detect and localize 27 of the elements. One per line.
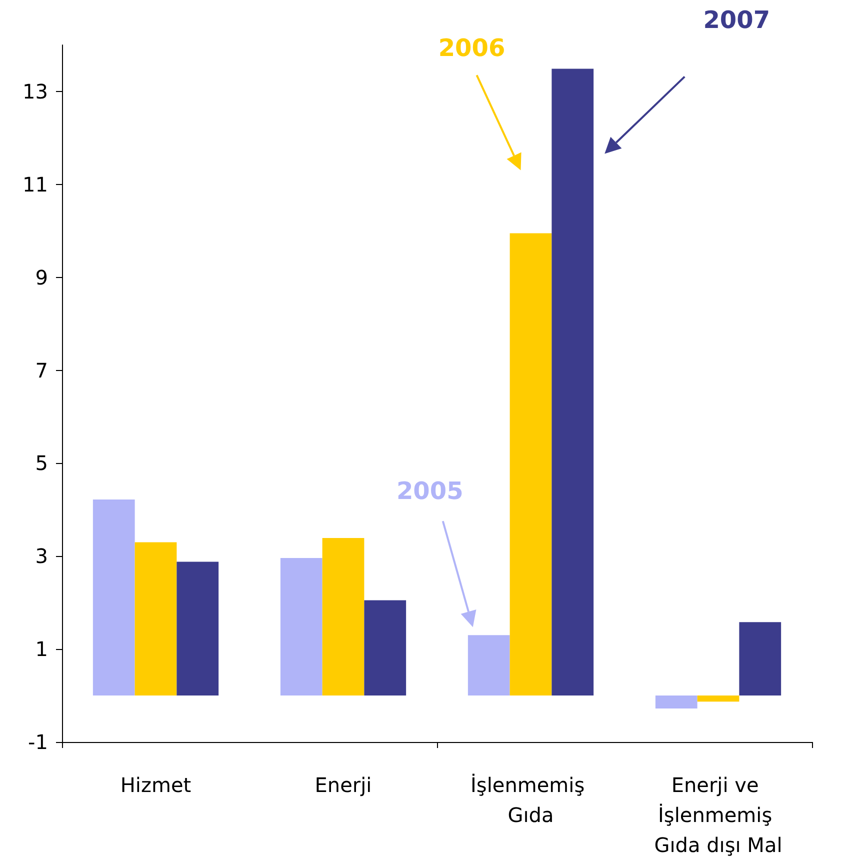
bar (364, 600, 406, 696)
x-tick-label: Hizmet (120, 773, 192, 797)
x-tick-label: Enerji (314, 773, 372, 797)
bar (280, 558, 322, 696)
x-tick-label: Enerji ve İşlenmemiş Gıda dışı Mal (654, 773, 782, 857)
y-tick-label: 5 (35, 451, 48, 476)
y-tick-label: 7 (35, 358, 48, 382)
text: 2005 (396, 477, 464, 506)
text: 2006 (438, 34, 506, 62)
y-tick-label: 3 (35, 544, 48, 568)
y-tick-label: 11 (22, 172, 48, 196)
bar (468, 635, 510, 696)
bar (92, 499, 135, 696)
x-tick-label: İşlenmemiş Gıda (470, 773, 591, 827)
y-tick-label: 13 (22, 79, 48, 104)
bar (552, 68, 594, 696)
bar (697, 696, 740, 702)
bar (176, 562, 219, 696)
bar (134, 542, 177, 696)
y-tick-label: 1 (35, 637, 48, 662)
bar (739, 622, 782, 696)
bar (655, 696, 698, 709)
text: 2007 (703, 6, 770, 34)
bar (510, 233, 552, 696)
y-tick-label: -1 (28, 730, 48, 754)
bar (322, 538, 364, 696)
y-tick-label: 9 (35, 265, 48, 290)
